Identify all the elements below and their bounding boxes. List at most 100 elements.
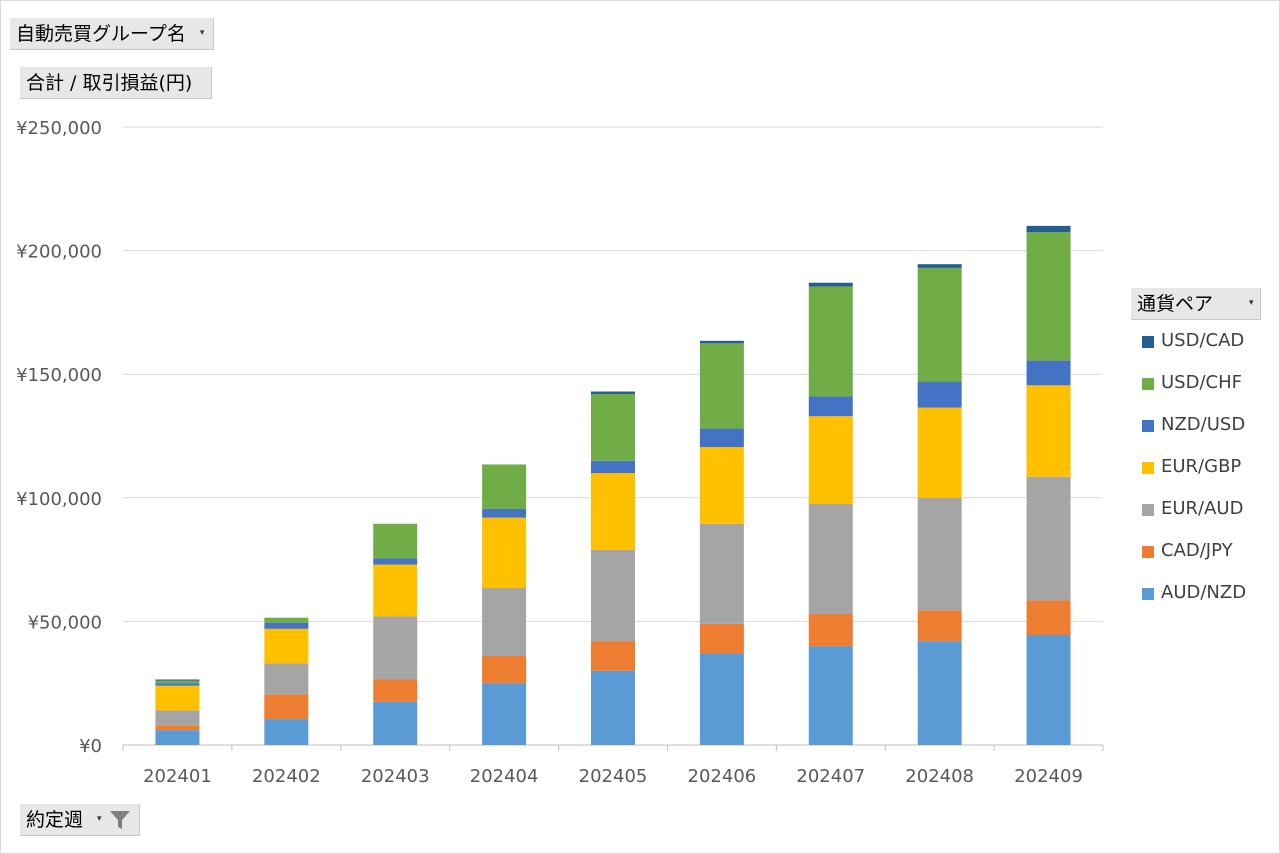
bar-segment-eur-gbp (373, 564, 418, 617)
legend-label: EUR/GBP (1161, 456, 1242, 477)
bar-segment-eur-gbp (1026, 385, 1071, 477)
bar-segment-aud-nzd (699, 653, 744, 745)
bar-segment-cad-jpy (917, 610, 962, 642)
legend-swatch (1142, 462, 1154, 474)
legend-swatch (1142, 336, 1154, 348)
bar-segment-eur-gbp (808, 416, 853, 504)
bar-segment-eur-aud (482, 588, 527, 657)
currency-pair-field-label: 通貨ペア (1137, 293, 1214, 315)
week-field-label: 約定週 (26, 809, 84, 831)
bar-segment-usd-cad (591, 391, 635, 394)
bar-segment-usd-cad (1026, 225, 1071, 233)
bar-segment-cad-jpy (155, 725, 200, 731)
legend-swatch (1142, 420, 1154, 432)
legend-swatch (1142, 504, 1154, 516)
bar-segment-nzd-usd (1026, 360, 1071, 386)
bar-segment-nzd-usd (591, 460, 635, 474)
y-tick-label: ¥200,000 (16, 242, 102, 263)
x-tick-label: 202401 (143, 766, 212, 787)
bar-segment-nzd-usd (373, 558, 418, 565)
bar-segment-eur-aud (264, 663, 309, 695)
y-tick-label: ¥150,000 (16, 365, 102, 386)
bar-segment-aud-nzd (591, 670, 635, 745)
bar-segment-cad-jpy (591, 641, 635, 671)
legend-swatch (1142, 378, 1154, 390)
bar-segment-usd-cad (917, 264, 962, 268)
legend-swatch (1142, 588, 1154, 600)
bar-segment-eur-aud (373, 616, 418, 680)
x-tick-label: 202404 (470, 766, 539, 787)
bar-segment-cad-jpy (808, 613, 853, 647)
y-tick-label: ¥250,000 (16, 118, 102, 139)
bar-segment-usd-cad (808, 282, 853, 287)
bar-segment-eur-gbp (591, 473, 635, 550)
bar-segment-usd-chf (482, 464, 527, 509)
x-tick-label: 202403 (361, 766, 430, 787)
legend-label: NZD/USD (1161, 414, 1246, 435)
bar-segment-eur-aud (591, 549, 635, 642)
currency-pair-field-button[interactable]: 通貨ペア ▾ (1131, 288, 1261, 320)
bar-segment-usd-chf (373, 523, 418, 559)
bar-segment-eur-gbp (917, 407, 962, 498)
value-field-button[interactable]: 合計 / 取引損益(円) (20, 67, 212, 99)
value-field-label: 合計 / 取引損益(円) (26, 72, 193, 94)
bar-segment-nzd-usd (917, 381, 962, 408)
bar-segment-aud-nzd (917, 641, 962, 745)
bar-segment-usd-cad (155, 679, 200, 681)
bar-segment-nzd-usd (264, 622, 309, 629)
week-field-button[interactable]: 約定週 ▾ (20, 804, 140, 836)
bar-segment-aud-nzd (482, 683, 527, 745)
legend-label: AUD/NZD (1161, 582, 1247, 603)
bar-segment-eur-aud (1026, 476, 1071, 601)
x-tick-label: 202402 (252, 766, 321, 787)
bar-segment-nzd-usd (482, 508, 527, 518)
bar-segment-nzd-usd (808, 396, 853, 417)
bar-segment-cad-jpy (264, 694, 309, 720)
bar-segment-cad-jpy (1026, 600, 1071, 635)
bar-segment-usd-cad (699, 340, 744, 344)
bar-segment-aud-nzd (155, 730, 200, 745)
y-tick-label: ¥50,000 (28, 612, 102, 633)
bar-segment-eur-aud (699, 523, 744, 624)
chevron-down-icon[interactable]: ▾ (1249, 297, 1254, 308)
bar-segment-usd-chf (155, 680, 200, 684)
bar-segment-aud-nzd (808, 646, 853, 745)
bar-segment-eur-gbp (699, 447, 744, 524)
bar-segment-nzd-usd (155, 683, 200, 686)
bar-segment-aud-nzd (264, 719, 309, 745)
bar-segment-usd-chf (591, 393, 635, 461)
x-tick-label: 202407 (796, 766, 865, 787)
bar-segment-aud-nzd (373, 701, 418, 745)
bar-segment-usd-chf (917, 267, 962, 382)
y-tick-label: ¥100,000 (16, 489, 102, 510)
bar-segment-nzd-usd (699, 428, 744, 448)
bar-segment-cad-jpy (373, 679, 418, 702)
bar-segment-usd-chf (699, 343, 744, 429)
group-name-field-button[interactable]: 自動売買グループ名 ▾ (10, 18, 214, 50)
x-tick-label: 202408 (905, 766, 974, 787)
legend-label: USD/CAD (1161, 330, 1245, 351)
chevron-down-icon[interactable]: ▾ (199, 27, 205, 38)
bar-segment-eur-aud (808, 503, 853, 614)
group-name-field-label: 自動売買グループ名 (16, 23, 186, 45)
filter-icon[interactable] (109, 810, 131, 830)
bar-segment-cad-jpy (699, 623, 744, 654)
chevron-down-icon[interactable]: ▾ (97, 813, 102, 824)
legend-label: CAD/JPY (1161, 540, 1233, 561)
legend-label: USD/CHF (1161, 372, 1242, 393)
bar-segment-aud-nzd (1026, 634, 1071, 745)
y-tick-label: ¥0 (79, 736, 102, 757)
bar-segment-usd-chf (264, 617, 309, 623)
bar-segment-eur-aud (155, 710, 200, 726)
x-tick-label: 202405 (579, 766, 648, 787)
bar-segment-eur-aud (917, 497, 962, 611)
x-tick-label: 202409 (1014, 766, 1083, 787)
bar-segment-usd-chf (1026, 232, 1071, 361)
bar-segment-eur-gbp (155, 685, 200, 711)
bar-segment-eur-gbp (482, 517, 527, 589)
legend-swatch (1142, 546, 1154, 558)
bar-segment-cad-jpy (482, 656, 527, 684)
legend-label: EUR/AUD (1161, 498, 1244, 519)
x-tick-label: 202406 (688, 766, 757, 787)
